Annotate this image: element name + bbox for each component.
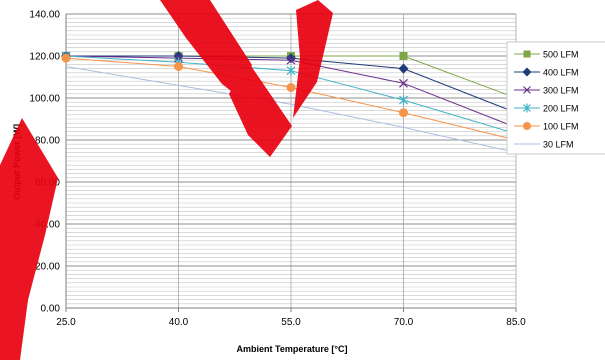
legend-label-200-lfm: 200 LFM: [543, 104, 579, 114]
y-tick-label: 20.00: [35, 262, 60, 273]
legend-label-300-lfm: 300 LFM: [543, 86, 579, 96]
data-point-500-lfm: [399, 52, 408, 60]
y-tick-label: 140.00: [29, 10, 60, 21]
x-axis-title: Ambient Temperature [°C]: [237, 344, 348, 354]
legend-marker-300-lfm: [523, 86, 531, 94]
legend-label-30-lfm: 30 LFM: [543, 140, 574, 150]
watermark-slash-middle: [229, 60, 292, 157]
axes: [65, 14, 517, 312]
data-point-400-lfm: [173, 51, 184, 61]
x-tick-label: 40.0: [169, 317, 189, 328]
data-point-200-lfm: [286, 65, 296, 76]
data-point-100-lfm: [174, 62, 183, 71]
x-tick-label: 55.0: [281, 317, 301, 328]
watermark-slash-top: [160, 0, 252, 98]
legend-label-100-lfm: 100 LFM: [543, 122, 579, 132]
y-tick-label: 100.00: [29, 94, 60, 105]
legend-marker-100-lfm: [523, 122, 531, 130]
legend-label-400-lfm: 400 LFM: [543, 68, 579, 78]
legend: 500 LFM 400 LFM 300 LFM 200 LFM 100 LFM 30 LF…: [506, 41, 605, 155]
legend-marker-500-lfm: [523, 50, 531, 58]
x-tick-label: 25.0: [56, 317, 76, 328]
watermark-slash: [0, 0, 333, 360]
legend-box: [506, 41, 605, 155]
y-tick-label: 120.00: [29, 52, 60, 63]
x-tick-labels: 25.0 40.0 55.0 70.0 85.0: [56, 317, 526, 328]
grid: [66, 13, 517, 308]
data-point-100-lfm: [286, 83, 296, 92]
data-point-400-lfm: [286, 53, 296, 64]
watermark-slash-left: [0, 118, 58, 360]
legend-label-500-lfm: 500 LFM: [543, 50, 579, 60]
data-point-100-lfm: [61, 53, 71, 63]
data-point-300-lfm: [399, 78, 408, 88]
y-tick-label: 80.00: [35, 136, 60, 147]
data-point-200-lfm: [399, 95, 408, 106]
watermark-slash-upper: [293, 0, 333, 118]
data-point-400-lfm: [398, 63, 409, 74]
x-tick-label: 85.0: [506, 317, 526, 328]
legend-marker-200-lfm: [523, 103, 531, 113]
x-tick-label: 70.0: [394, 317, 414, 328]
legend-marker-400-lfm: [522, 67, 532, 77]
data-point-100-lfm: [399, 108, 408, 118]
data-point-300-lfm: [286, 55, 296, 65]
y-tick-label: 40.00: [35, 220, 60, 231]
y-tick-label: 0.00: [41, 304, 61, 315]
series-line-30-lfm: [65, 66, 517, 154]
